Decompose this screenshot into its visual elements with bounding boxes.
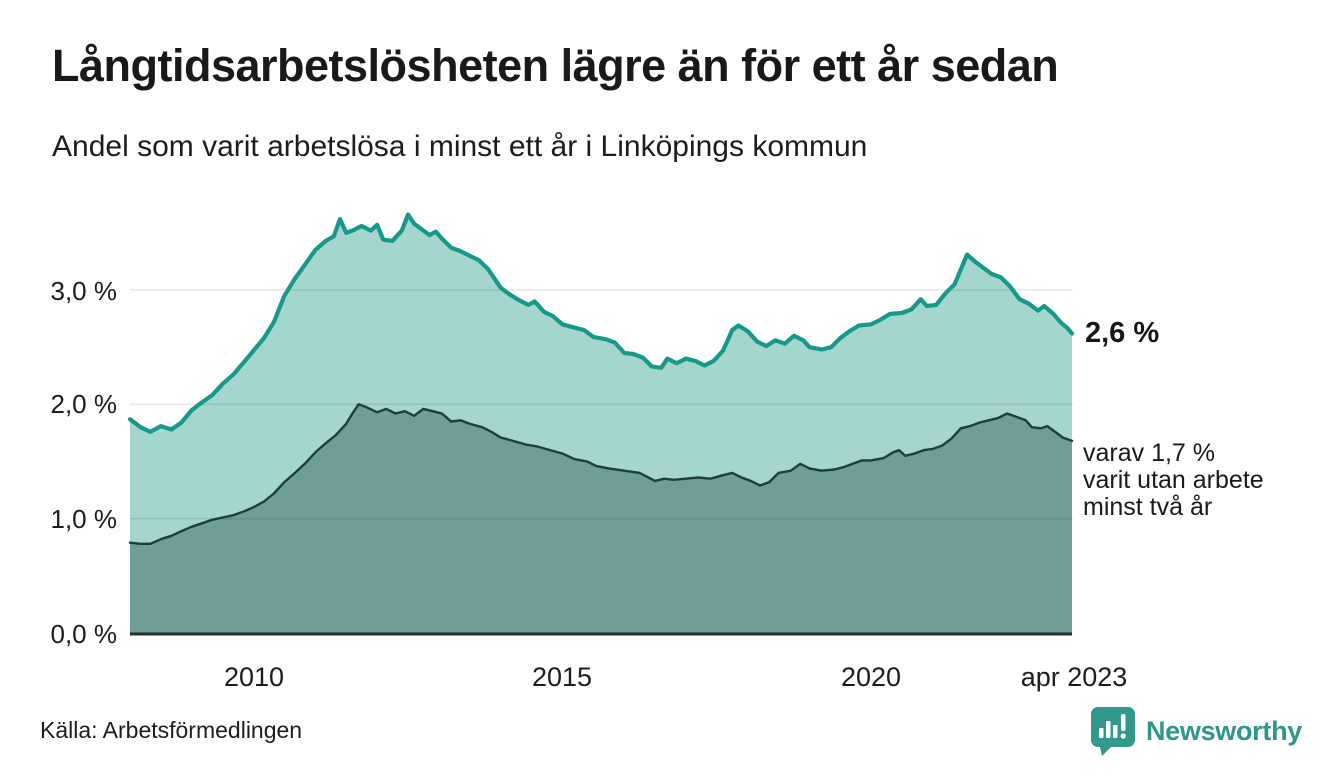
y-tick-label-3: 3,0 % (50, 276, 118, 306)
subset-series-value-label: varav 1,7 % varit utan arbete minst två … (1083, 440, 1264, 521)
x-tick-label-apr-2023: apr 2023 (1020, 662, 1128, 692)
newsworthy-logo: Newsworthy (1090, 706, 1302, 756)
y-tick-label-2: 2,0 % (50, 389, 118, 419)
y-tick-label-1: 1,0 % (50, 504, 118, 534)
page-subtitle: Andel som varit arbetslösa i minst ett å… (52, 130, 868, 163)
subset-area-fill (130, 404, 1072, 633)
page-title: Långtidsarbetslösheten lägre än för ett … (52, 40, 1059, 91)
total-series-value-label: 2,6 % (1085, 317, 1160, 349)
x-tick-label-2015: 2015 (531, 662, 593, 692)
source-note: Källa: Arbetsförmedlingen (40, 717, 303, 743)
subset-label-line-3: minst två år (1083, 493, 1213, 521)
y-tick-label-0: 0,0 % (50, 619, 118, 649)
newsworthy-wordmark: Newsworthy (1145, 715, 1302, 746)
subset-series-line (128, 403, 1074, 545)
subset-label-line-1: varav 1,7 % (1083, 439, 1216, 467)
total-series-line (127, 212, 1075, 434)
x-tick-label-2010: 2010 (223, 662, 285, 692)
chart-bubble-icon (1090, 707, 1135, 756)
x-tick-label-2020: 2020 (840, 662, 902, 692)
subset-label-line-2: varit utan arbete (1083, 466, 1264, 494)
